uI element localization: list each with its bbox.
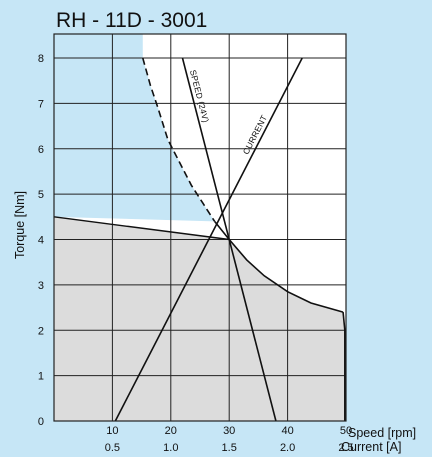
- x-tick-label-speed: 50: [340, 425, 352, 437]
- series-line-envelope-solid: [213, 220, 344, 313]
- y-axis-label: Torque [Nm]: [13, 191, 27, 259]
- plot-frame: [53, 33, 347, 422]
- chart-title: RH - 11D - 3001: [56, 9, 207, 32]
- x-axis-label-speed: Speed [rpm]: [348, 426, 416, 440]
- series-line-current: [114, 57, 303, 422]
- series-line-envelope-dashed: [141, 57, 216, 222]
- x-tick-label-current: 2.5: [338, 442, 353, 454]
- y-tick-label: 4: [38, 235, 44, 247]
- region-right-edge: [342, 312, 346, 421]
- y-tick-label: 0: [38, 416, 44, 428]
- y-tick-label: 8: [38, 53, 44, 65]
- x-tick-label-current: 0.5: [105, 442, 120, 454]
- y-tick-label: 1: [38, 371, 44, 383]
- y-tick-label: 6: [38, 144, 44, 156]
- x-tick-label-speed: 30: [223, 425, 235, 437]
- x-tick-label-current: 1.0: [163, 442, 178, 454]
- y-tick-label: 3: [38, 280, 44, 292]
- y-tick-label: 2: [38, 325, 44, 337]
- x-axis-label-current: Current [A]: [341, 440, 401, 454]
- region-upper-edge: [53, 216, 230, 241]
- y-tick-label: 5: [38, 189, 44, 201]
- x-tick-label-speed: 40: [281, 425, 293, 437]
- y-tick-label: 7: [38, 98, 44, 110]
- x-tick-label-current: 1.5: [222, 442, 237, 454]
- region-above-envelope: [54, 34, 215, 222]
- x-tick-label-speed: 10: [106, 425, 118, 437]
- operating-region: [54, 216, 345, 421]
- x-tick-label-current: 2.0: [280, 442, 295, 454]
- x-tick-label-speed: 20: [165, 425, 177, 437]
